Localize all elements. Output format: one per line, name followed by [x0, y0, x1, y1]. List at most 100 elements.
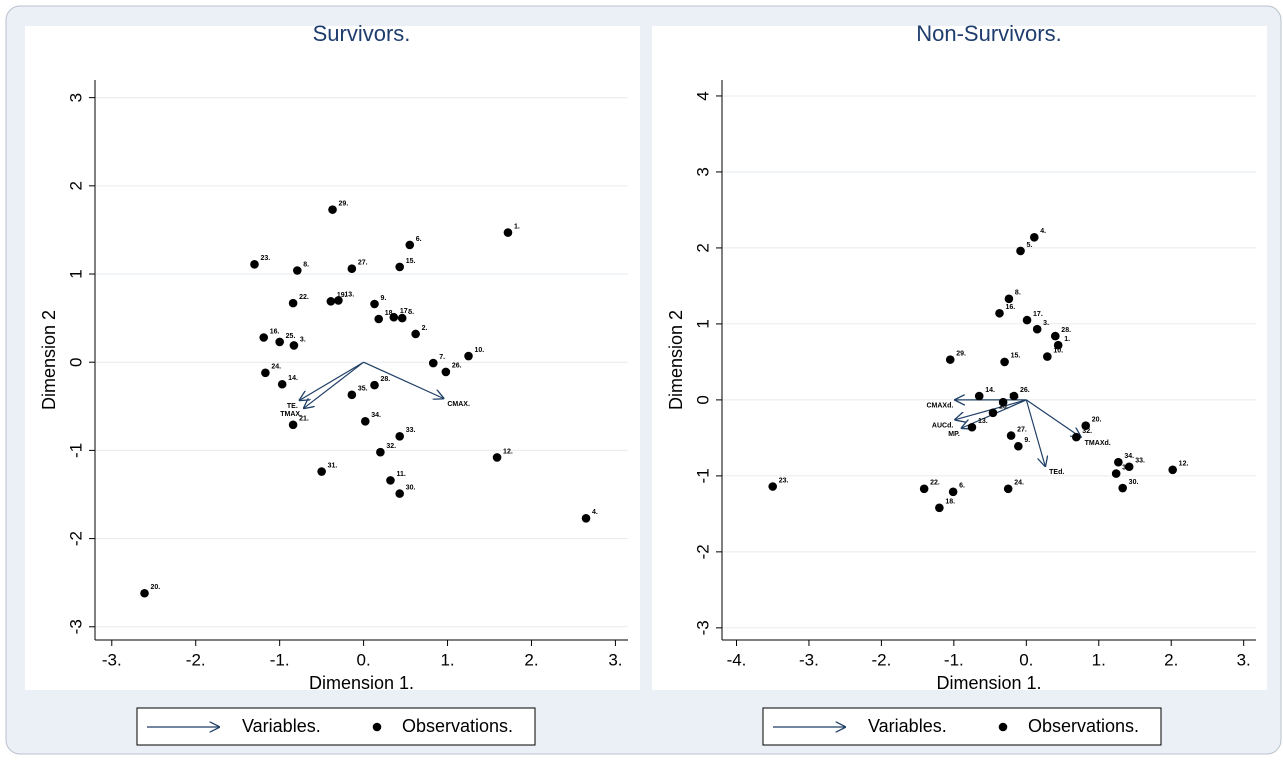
observation: [967, 422, 977, 432]
observation: [492, 453, 502, 462]
observation-label: 33.: [406, 427, 416, 434]
observation-label: 30.: [406, 484, 416, 491]
observation: [1043, 352, 1052, 361]
x-tick-label: -1.: [944, 650, 964, 669]
observation: [1111, 469, 1121, 478]
observation-label: 18.: [385, 310, 395, 317]
observation: [277, 379, 287, 389]
observation: [428, 358, 438, 368]
observation-label: 1.: [514, 223, 520, 230]
variable-arrow: [300, 361, 364, 400]
x-tick-label: 1.: [1092, 650, 1106, 669]
y-tick-label: -1: [66, 443, 85, 458]
observation-label: 12.: [1179, 461, 1189, 468]
observation: [326, 297, 336, 306]
observation: [441, 367, 451, 377]
observation-label: 2.: [422, 325, 428, 332]
observation-label: 3.: [300, 336, 306, 343]
observation-label: 30.: [1129, 479, 1139, 486]
y-tick-label: -2: [693, 544, 712, 559]
chart-title: Non-Survivors.: [916, 21, 1061, 46]
panel-bg: [25, 26, 640, 690]
observation: [1032, 324, 1042, 334]
observation-label: 14.: [288, 375, 298, 382]
observation: [464, 351, 473, 361]
observation-label: 20.: [1092, 417, 1102, 424]
observation-label: 22.: [299, 294, 309, 301]
x-tick-label: 1.: [440, 650, 454, 669]
observation-label: 26.: [1020, 387, 1030, 394]
observation-label: 8.: [303, 261, 309, 268]
variable-label: CMAXd.: [926, 403, 953, 410]
observation: [1003, 484, 1013, 494]
observation-label: 23.: [779, 477, 789, 484]
observation-label: 24.: [1014, 480, 1024, 487]
observation-label: 35.: [358, 386, 368, 393]
observation-label: 5.: [1027, 242, 1033, 249]
variable-label: TMAXd.: [1085, 440, 1111, 447]
observation: [1000, 357, 1009, 367]
observation: [405, 240, 415, 250]
x-tick-label: -3.: [799, 650, 819, 669]
observation-label: 4.: [592, 509, 598, 516]
variable-arrow: [304, 361, 364, 408]
panel-bg: [652, 26, 1267, 690]
observation: [998, 397, 1008, 407]
observation: [140, 588, 149, 598]
observation-label: 21.: [299, 416, 309, 423]
variable-label: TMAX.: [280, 411, 302, 418]
variable-label: TEd.: [1049, 469, 1064, 476]
variable-arrow: [363, 361, 444, 398]
observation: [581, 513, 591, 523]
y-tick-label: 0: [693, 395, 712, 404]
observation: [374, 314, 384, 324]
observation: [347, 264, 357, 274]
observation: [395, 489, 404, 498]
y-axis-label: Dimension 2: [39, 310, 59, 410]
observation-label: 18.: [945, 499, 955, 506]
x-tick-label: 2.: [524, 650, 538, 669]
observation: [1009, 391, 1019, 401]
observation: [945, 355, 955, 364]
variable-arrow: [1025, 399, 1080, 437]
y-tick-label: 2: [66, 181, 85, 190]
observation-label: 34.: [1124, 453, 1134, 460]
x-tick-label: -2.: [871, 650, 891, 669]
observation: [317, 467, 326, 476]
observation-label: 10.: [475, 347, 485, 354]
legend-label: Observations.: [1028, 716, 1139, 736]
x-tick-label: 2.: [1164, 650, 1178, 669]
observation-label: 16.: [270, 328, 280, 335]
observation-label: 13.: [344, 291, 354, 298]
observation: [974, 391, 984, 401]
observation: [389, 312, 399, 322]
y-tick-label: 2: [693, 243, 712, 252]
observation-label: 17.: [400, 308, 410, 315]
observation: [395, 431, 404, 441]
observation-label: 32.: [1082, 428, 1092, 435]
observation-label: 31.: [328, 462, 338, 469]
observation: [1022, 315, 1032, 325]
observation: [411, 329, 420, 339]
observation: [1016, 246, 1025, 256]
x-tick-label: -1.: [270, 650, 290, 669]
observation-label: 16.: [1006, 304, 1016, 311]
observation: [250, 260, 259, 269]
legend-symbol: [998, 722, 1008, 732]
observation-label: 9.: [1024, 437, 1030, 444]
variable-label: MP.: [948, 431, 960, 438]
observation: [334, 296, 343, 305]
y-tick-label: 3: [693, 167, 712, 176]
observation-label: 6.: [416, 236, 422, 243]
legend-label: Observations.: [402, 716, 513, 736]
observation-label: 7.: [439, 354, 445, 361]
observation: [288, 420, 298, 430]
observation: [919, 484, 929, 494]
observation-label: 4.: [1040, 228, 1046, 235]
observation: [370, 299, 379, 309]
y-tick-label: 1: [693, 319, 712, 328]
observation-label: 25.: [286, 333, 296, 340]
y-tick-label: -3: [66, 619, 85, 634]
observation: [275, 337, 284, 347]
observation-label: 8.: [1015, 290, 1021, 297]
